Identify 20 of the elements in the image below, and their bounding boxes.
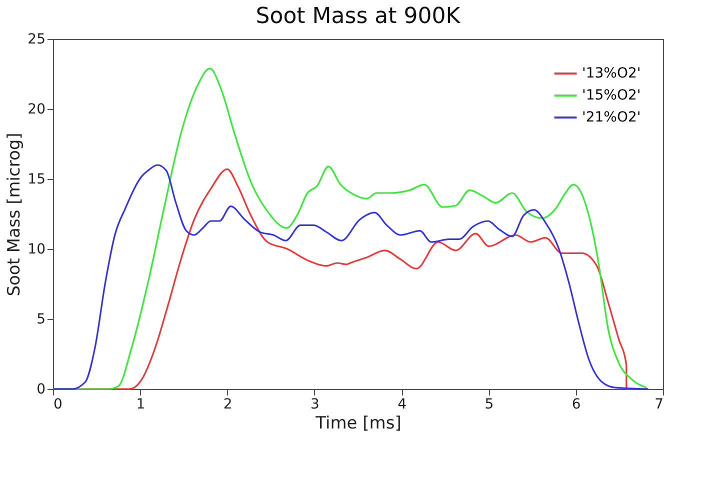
legend-label: '21%O2': [582, 110, 641, 126]
x-tick-label: 1: [136, 396, 146, 412]
x-tick-label: 7: [654, 396, 664, 412]
x-tick-label: 4: [398, 396, 407, 412]
y-tick-label: 10: [28, 242, 46, 258]
y-tick-label: 15: [28, 172, 46, 188]
y-axis-title: Soot Mass [microg]: [4, 132, 25, 296]
legend-label: '13%O2': [582, 66, 641, 82]
y-tick-label: 5: [36, 312, 46, 328]
y-tick-label: 25: [28, 32, 46, 48]
x-tick-label: 5: [484, 396, 494, 412]
y-tick-label: 20: [28, 102, 46, 118]
x-tick-label: 3: [310, 396, 320, 412]
x-tick-label: 2: [223, 396, 232, 412]
legend-label: '15%O2': [582, 88, 641, 104]
x-axis-title: Time [ms]: [314, 414, 402, 434]
chart-title: Soot Mass at 900K: [256, 4, 461, 29]
y-tick-label: 0: [36, 382, 46, 398]
x-tick-label: 0: [54, 396, 62, 412]
x-tick-label: 6: [572, 396, 581, 412]
